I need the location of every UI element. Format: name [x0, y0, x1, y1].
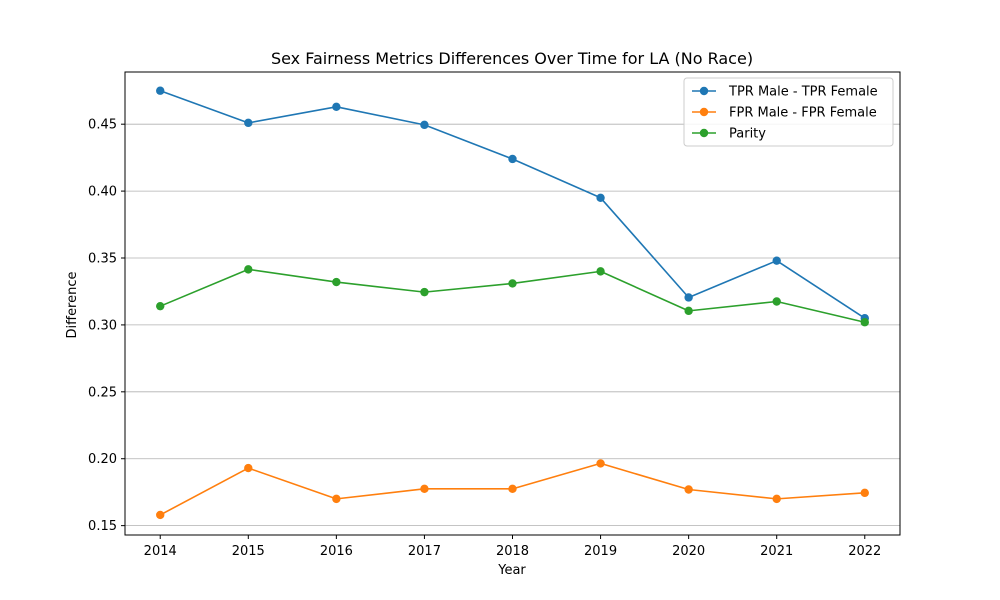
data-point: [596, 193, 605, 202]
data-point: [684, 293, 693, 302]
x-tick-label: 2019: [584, 544, 617, 559]
data-point: [332, 277, 341, 287]
y-tick-label: 0.25: [88, 385, 117, 400]
legend-entry-label: FPR Male - FPR Female: [729, 106, 877, 121]
y-tick-label: 0.40: [88, 185, 117, 200]
data-point: [420, 287, 429, 297]
y-tick-label: 0.20: [88, 452, 117, 467]
y-tick-label: 0.35: [88, 252, 117, 267]
plot-frame: [124, 71, 901, 536]
x-tick-label: 2014: [144, 544, 177, 559]
y-tick-label: 0.30: [88, 318, 117, 333]
data-point: [156, 301, 165, 311]
x-axis-label: Year: [497, 563, 526, 578]
legend-entry-label: Parity: [729, 127, 766, 142]
legend-swatch-marker: [699, 107, 709, 117]
legend-swatch-marker: [699, 86, 709, 96]
x-tick-label: 2020: [672, 544, 705, 559]
legend-swatch-marker: [699, 128, 709, 138]
legend-entry-label: TPR Male - TPR Female: [728, 85, 878, 100]
data-point: [860, 488, 869, 498]
data-point: [772, 256, 781, 265]
data-point: [244, 265, 253, 274]
x-tick-label: 2015: [232, 544, 265, 559]
x-tick-label: 2016: [320, 544, 353, 559]
legend: TPR Male - TPR Female FPR Male - FPR Fema…: [683, 77, 894, 147]
x-tick-label: 2018: [496, 544, 529, 559]
legend-box: [683, 77, 894, 147]
data-point: [420, 484, 429, 494]
chart-title: Sex Fairness Metrics Differences Over Ti…: [271, 49, 753, 68]
y-tick-label: 0.15: [88, 519, 117, 534]
data-point: [860, 318, 869, 327]
x-tick-label: 2017: [408, 544, 441, 559]
series-3: [156, 265, 869, 327]
data-point: [508, 484, 517, 494]
data-point: [596, 459, 605, 468]
data-point: [684, 485, 693, 494]
data-point: [156, 510, 165, 520]
y-axis-label: Difference: [65, 271, 80, 338]
data-point: [508, 279, 517, 288]
series-group: [156, 86, 869, 520]
x-tick-label: 2021: [760, 544, 793, 559]
x-tick-label: 2022: [848, 544, 881, 559]
data-point: [244, 118, 253, 128]
data-point: [684, 306, 693, 316]
data-point: [332, 494, 341, 504]
axis-ticks: 0.15 0.20 0.25 0.30 0.35 0.40 0.45 2014 2015 2016…: [88, 118, 881, 559]
data-point: [596, 267, 605, 276]
data-point: [420, 120, 429, 130]
series-2: [156, 459, 869, 520]
data-point: [772, 297, 781, 306]
y-tick-label: 0.45: [88, 118, 117, 133]
data-point: [156, 86, 165, 95]
data-point: [244, 463, 253, 473]
data-point: [772, 494, 781, 504]
data-point: [332, 102, 341, 111]
data-point: [508, 154, 517, 164]
